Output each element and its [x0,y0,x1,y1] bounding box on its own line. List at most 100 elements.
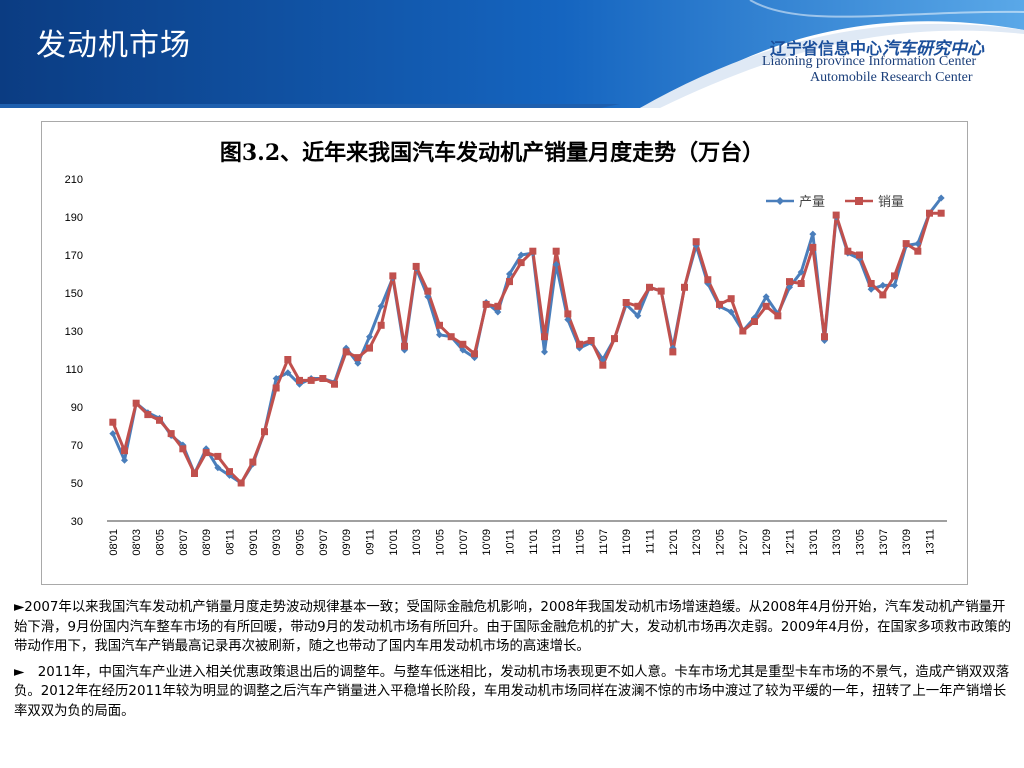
y-tick-label: 210 [65,174,83,186]
point-sales [914,247,922,255]
y-tick-label: 50 [71,478,83,490]
x-tick-label: 13'07 [878,529,890,556]
point-sales [902,240,910,248]
x-tick-label: 09'03 [271,529,283,556]
point-sales [377,321,385,329]
point-production [494,308,502,316]
point-sales [331,380,338,388]
point-sales [739,327,747,335]
point-sales [459,340,467,348]
x-tick-label: 08'03 [131,529,143,556]
org-name-cn: 辽宁省信息中心汽车研究中心 [770,34,984,59]
x-tick-label: 08'07 [178,529,190,556]
point-sales [179,445,187,453]
org-name-cn-suffix: 汽车研究中心 [882,39,985,59]
x-tick-label: 13'09 [901,529,913,556]
point-production [564,316,572,324]
point-sales [657,287,665,295]
x-tick-label: 09'11 [365,529,377,555]
point-sales [867,280,875,287]
point-production [424,293,432,301]
point-production [867,285,875,293]
point-production [786,283,793,291]
x-tick-label: 11'11 [645,529,657,554]
y-tick-label: 70 [71,440,83,452]
y-tick-label: 170 [65,250,83,262]
point-sales [412,262,420,270]
x-tick-label: 13'01 [808,529,820,556]
x-tick-label: 11'05 [575,529,587,555]
point-sales [307,376,315,384]
x-tick-label: 08'09 [201,529,213,556]
point-sales [354,354,362,362]
engine-chart: 图3.2、近年来我国汽车发动机产销量月度走势（万台） 30 50 70 90 110 13… [65,140,947,556]
point-production [121,456,128,464]
point-production [797,268,805,276]
point-production [366,333,373,341]
x-tick-label: 08'11 [225,529,237,555]
y-tick-label: 90 [71,402,83,414]
x-tick-label: 11'01 [528,529,540,555]
point-sales [529,247,537,255]
point-sales [681,283,688,291]
point-sales [272,384,280,392]
x-tick-label: 12'09 [761,529,773,556]
point-sales [214,452,222,460]
header-banner-graphic [0,0,1024,108]
x-tick-label: 09'07 [318,529,330,556]
point-production [879,281,887,289]
point-production [727,308,735,316]
point-sales [844,247,852,255]
point-sales [879,291,887,299]
point-sales [471,350,478,358]
series-line-production [111,197,943,485]
y-tick-label: 150 [65,288,83,300]
legend-item-production-marker [776,197,784,205]
chart-frame: 图3.2、近年来我国汽车发动机产销量月度走势（万台） 30 50 70 90 110 13… [41,121,968,585]
point-sales [191,470,198,477]
point-sales [167,430,175,438]
point-sales [319,375,327,382]
point-sales [494,302,502,310]
point-production [762,293,770,301]
point-sales [424,287,432,295]
point-sales [622,299,630,306]
x-tick-label: 13'11 [925,529,937,555]
y-tick-label: 190 [65,212,83,224]
point-sales [564,310,572,318]
point-sales [937,209,945,217]
point-sales [109,418,117,426]
point-production [599,356,607,363]
org-name-en-line1: Liaoning province Information Center [762,54,977,69]
body-text: ►2007年以来我国汽车发动机产销量月度走势波动规律基本一致；受国际金融危机影响… [14,598,1012,727]
point-sales [646,283,653,291]
paragraph-2: ► 2011年，中国汽车产业进入相关优惠政策退出后的调整年。与整车低迷相比，发动… [14,664,1010,719]
point-production [436,331,443,339]
chart-legend: 产量 销量 [766,195,904,210]
point-sales [797,280,805,287]
x-tick-label: 11'07 [598,529,610,555]
point-sales [541,333,548,341]
org-name-en-line2: Automobile Research Center [810,70,973,85]
legend-item-production-label: 产量 [799,195,825,210]
point-production [506,270,513,278]
point-production [459,346,467,354]
point-sales [832,211,840,219]
point-sales [366,344,373,352]
point-sales [716,300,723,308]
point-sales [762,302,770,310]
x-tick-label: 10'07 [458,529,470,556]
point-sales [121,447,128,455]
point-sales [704,276,712,284]
slide-title: 发动机市场 [36,28,191,63]
point-sales [786,278,793,286]
x-tick-label: 10'01 [388,529,400,556]
x-tick-label: 13'05 [855,529,867,556]
chart-title: 图3.2、近年来我国汽车发动机产销量月度走势（万台） [220,140,764,166]
point-production [634,312,642,320]
point-sales [447,333,455,341]
x-tick-label: 09'05 [295,529,307,556]
point-sales [261,428,268,436]
point-sales [727,295,735,303]
point-production [937,194,945,202]
